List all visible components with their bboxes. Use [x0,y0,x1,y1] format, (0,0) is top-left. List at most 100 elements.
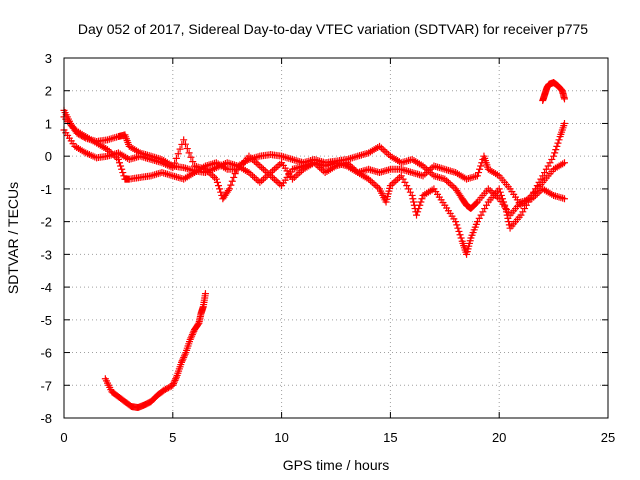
data-point [261,173,269,181]
data-point [554,139,562,147]
data-point [224,187,232,195]
data-point [424,167,432,175]
data-point [409,195,417,203]
data-point [555,136,563,144]
data-point [552,146,560,154]
data-point [188,331,196,339]
data-point [560,119,568,127]
grid-lines [64,58,608,418]
data-point [504,214,512,222]
data-point [269,167,277,175]
data-point [505,218,513,226]
x-tick-label: 15 [383,430,397,445]
data-point [479,208,487,216]
data-point [368,178,376,186]
data-point [553,142,561,150]
y-tick-label: 0 [45,149,52,164]
data-point [496,188,504,196]
data-point [170,380,178,388]
data-point [495,185,503,193]
x-tick-label: 5 [169,430,176,445]
data-point [201,290,209,298]
data-point [292,172,300,180]
data-point [176,145,184,153]
data-point [181,140,189,148]
axis-ticks [63,57,609,419]
data-point [483,201,491,209]
y-tick-label: -7 [40,378,52,393]
data-point [178,357,186,365]
x-tick-label: 10 [274,430,288,445]
y-tick-label: -3 [40,247,52,262]
data-point [228,177,236,185]
data-point [250,173,258,181]
x-tick-label: 0 [60,430,67,445]
data-point [252,159,260,167]
data-point [183,145,191,153]
data-point [410,198,418,206]
data-point [441,175,449,183]
data-point [546,159,554,167]
data-point [473,172,481,180]
data-point [560,195,568,203]
data-point [117,162,125,170]
data-point [521,205,529,213]
data-point [397,172,405,180]
chart-title: Day 052 of 2017, Sidereal Day-to-day VTE… [78,21,588,37]
y-tick-label: 3 [45,51,52,66]
data-point [230,173,238,181]
data-point [115,159,123,167]
data-point [174,150,182,158]
data-point [392,177,400,185]
data-point [560,159,568,167]
data-point [453,221,461,229]
data-point [276,180,284,188]
data-point [401,178,409,186]
data-point [475,169,483,177]
data-point [403,182,411,190]
y-tick-label: -5 [40,313,52,328]
data-points [60,79,568,412]
data-point [446,180,454,188]
data-point [454,224,462,232]
data-point [270,165,278,173]
x-tick-label: 25 [601,430,615,445]
data-point [498,195,506,203]
data-point [418,195,426,203]
data-point [179,355,187,363]
data-point [171,159,179,167]
data-point [227,181,235,189]
y-tick-label: -8 [40,411,52,426]
data-point [395,173,403,181]
data-point [180,352,188,360]
data-point [550,152,558,160]
data-point [481,205,489,213]
data-point [408,191,416,199]
data-point [189,329,197,337]
y-tick-label: 2 [45,84,52,99]
data-point [551,149,559,157]
data-point [259,165,267,173]
data-point [265,170,273,178]
series-track-c [60,113,568,209]
data-point [185,149,193,157]
data-point [413,211,421,219]
y-tick-label: -2 [40,215,52,230]
data-point [209,172,217,180]
data-point [170,378,178,386]
data-point [180,353,188,361]
data-point [377,144,385,152]
data-point [181,350,189,358]
data-point [502,208,510,216]
data-point [258,164,266,172]
y-tick-label: -6 [40,346,52,361]
data-point [256,162,264,170]
y-tick-label: -4 [40,280,52,295]
data-point [406,188,414,196]
data-point [457,234,465,242]
data-point [390,178,398,186]
data-point [189,158,197,166]
data-point [252,175,260,183]
data-point [477,211,485,219]
